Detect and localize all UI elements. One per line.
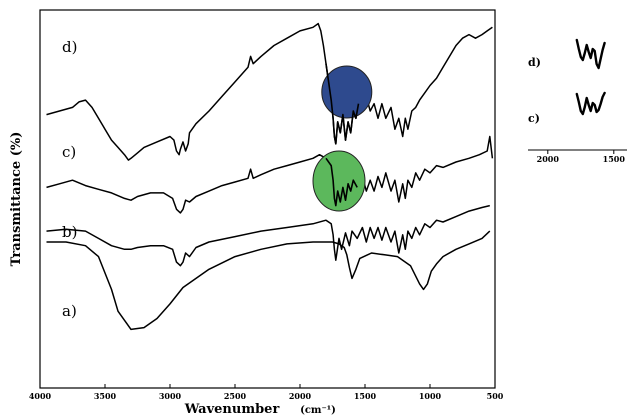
highlight-ellipse — [321, 65, 373, 119]
trace-label-a: a) — [62, 302, 77, 320]
x-tick-label: 2000 — [289, 391, 312, 401]
inset-label-d: d) — [528, 56, 541, 69]
x-axis-unit: (cm⁻¹) — [300, 405, 336, 416]
spectrum-line-d — [46, 22, 493, 161]
spectrum-line-b — [46, 204, 490, 267]
inset-label-c: c) — [528, 112, 540, 125]
spectrum-line-a — [46, 230, 491, 331]
inset-x-ticks: 2000 1500 — [537, 150, 626, 164]
main-plot-frame — [39, 9, 496, 389]
highlight-ellipse — [312, 150, 366, 212]
x-tick-label: 3500 — [94, 391, 117, 401]
inset-spectrum-line-d — [575, 38, 606, 70]
main-spectra — [46, 22, 494, 331]
highlighted-band-line — [325, 63, 360, 145]
x-tick-label: 3000 — [159, 391, 182, 401]
trace-label-d: d) — [62, 38, 77, 56]
x-tick-label: 1500 — [354, 391, 377, 401]
inset-tick-label: 1500 — [603, 154, 626, 164]
x-tick-label: 2500 — [224, 391, 247, 401]
trace-label-b: b) — [62, 223, 77, 241]
main-x-ticks: 4000 3500 3000 2500 2000 1500 1000 500 — [29, 384, 504, 401]
highlighted-band-line — [325, 157, 358, 207]
highlight-ellipses — [312, 63, 373, 212]
x-axis-title: Wavenumber — [184, 402, 280, 417]
x-tick-label: 500 — [487, 391, 504, 401]
trace-label-c: c) — [62, 143, 76, 161]
x-tick-label: 4000 — [29, 391, 52, 401]
inset-spectra — [575, 38, 606, 116]
spectrum-line-c — [46, 135, 494, 214]
y-axis-title: Transmittance (%) — [9, 132, 24, 267]
inset-spectrum-line-c — [575, 91, 606, 116]
inset-tick-label: 2000 — [537, 154, 560, 164]
x-tick-label: 1000 — [419, 391, 442, 401]
